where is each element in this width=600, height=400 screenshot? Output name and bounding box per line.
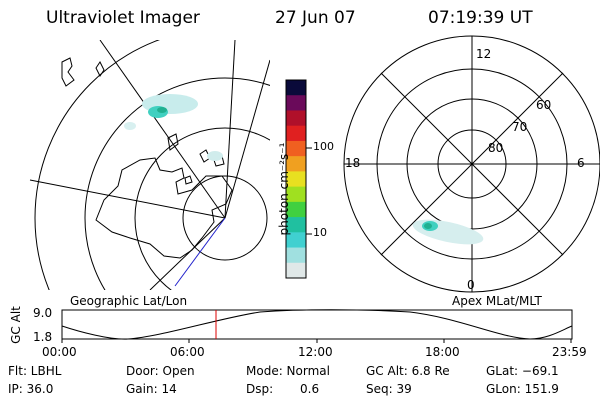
colorbar-segment (286, 247, 306, 264)
status-seq: Seq: 39 (366, 382, 412, 396)
polar-map-caption: Apex MLat/MLT (452, 294, 542, 308)
colorbar-segment (286, 217, 306, 233)
status-ip: IP: 36.0 (8, 382, 54, 396)
instrument-title: Ultraviolet Imager (46, 8, 200, 28)
mlt-label-6: 6 (577, 156, 585, 170)
altitude-x-ticks (61, 339, 572, 343)
colorbar-segment (286, 186, 306, 203)
altitude-axis-label-text: GC Alt (9, 306, 23, 344)
colorbar-segment (286, 201, 306, 218)
mlt-label-12: 12 (476, 47, 492, 61)
x-tick-2359: 23:59 (552, 345, 587, 359)
lat-label-70: 70 (512, 120, 528, 134)
colorbar-label-10: 10 (313, 226, 327, 239)
status-dsp-value: 0.6 (300, 382, 320, 396)
lat-label-60: 60 (536, 98, 552, 112)
altitude-plot-frame (61, 309, 573, 340)
status-gain: Gain: 14 (126, 382, 177, 396)
status-glat: GLat: −69.1 (486, 364, 559, 378)
colorbar (286, 80, 306, 279)
altitude-y-tick-bottom: 1.8 (33, 330, 53, 344)
mlt-label-18: 18 (345, 156, 361, 170)
colorbar-label-100: 100 (313, 140, 334, 153)
colorbar-segment (286, 140, 306, 157)
colorbar-segment (286, 95, 306, 111)
status-dsp-label: Dsp: (246, 382, 274, 396)
date-label: 27 Jun 07 (275, 8, 356, 28)
geo-map-caption: Geographic Lat/Lon (70, 294, 188, 308)
x-tick-1200: 12:00 (298, 345, 333, 359)
status-flt: Flt: LBHL (8, 364, 62, 378)
colorbar-segment (286, 156, 306, 172)
status-glon: GLon: 151.9 (486, 382, 559, 396)
polar-aurora (412, 219, 484, 245)
x-tick-0000: 00:00 (42, 345, 77, 359)
colorbar-segment (286, 232, 306, 249)
lat-label-80: 80 (488, 141, 504, 155)
x-tick-1800: 18:00 (425, 345, 460, 359)
colorbar-segment (286, 125, 306, 142)
x-tick-0600: 06:00 (170, 345, 205, 359)
status-door: Door: Open (126, 364, 195, 378)
colorbar-segment (286, 110, 306, 127)
altitude-y-tick-top: 9.0 (33, 306, 53, 320)
polar-map (343, 35, 600, 293)
geographic-map (29, 40, 270, 290)
terminator-line (174, 217, 226, 287)
altitude-curve (61, 309, 573, 340)
time-label: 07:19:39 UT (428, 8, 533, 28)
colorbar-segment (286, 262, 306, 279)
colorbar-frame (285, 79, 307, 279)
colorbar-segment (286, 80, 306, 96)
status-mode: Mode: Normal (246, 364, 330, 378)
colorbar-units: photon cm⁻²s⁻¹ (277, 124, 291, 254)
geo-aurora (124, 94, 223, 161)
status-gc-alt: GC Alt: 6.8 Re (366, 364, 450, 378)
altitude-axis-label: GC Alt (9, 303, 23, 347)
mlt-label-0: 0 (467, 278, 475, 292)
colorbar-segment (286, 171, 306, 188)
colorbar-units-text: photon cm⁻²s⁻¹ (277, 142, 291, 236)
